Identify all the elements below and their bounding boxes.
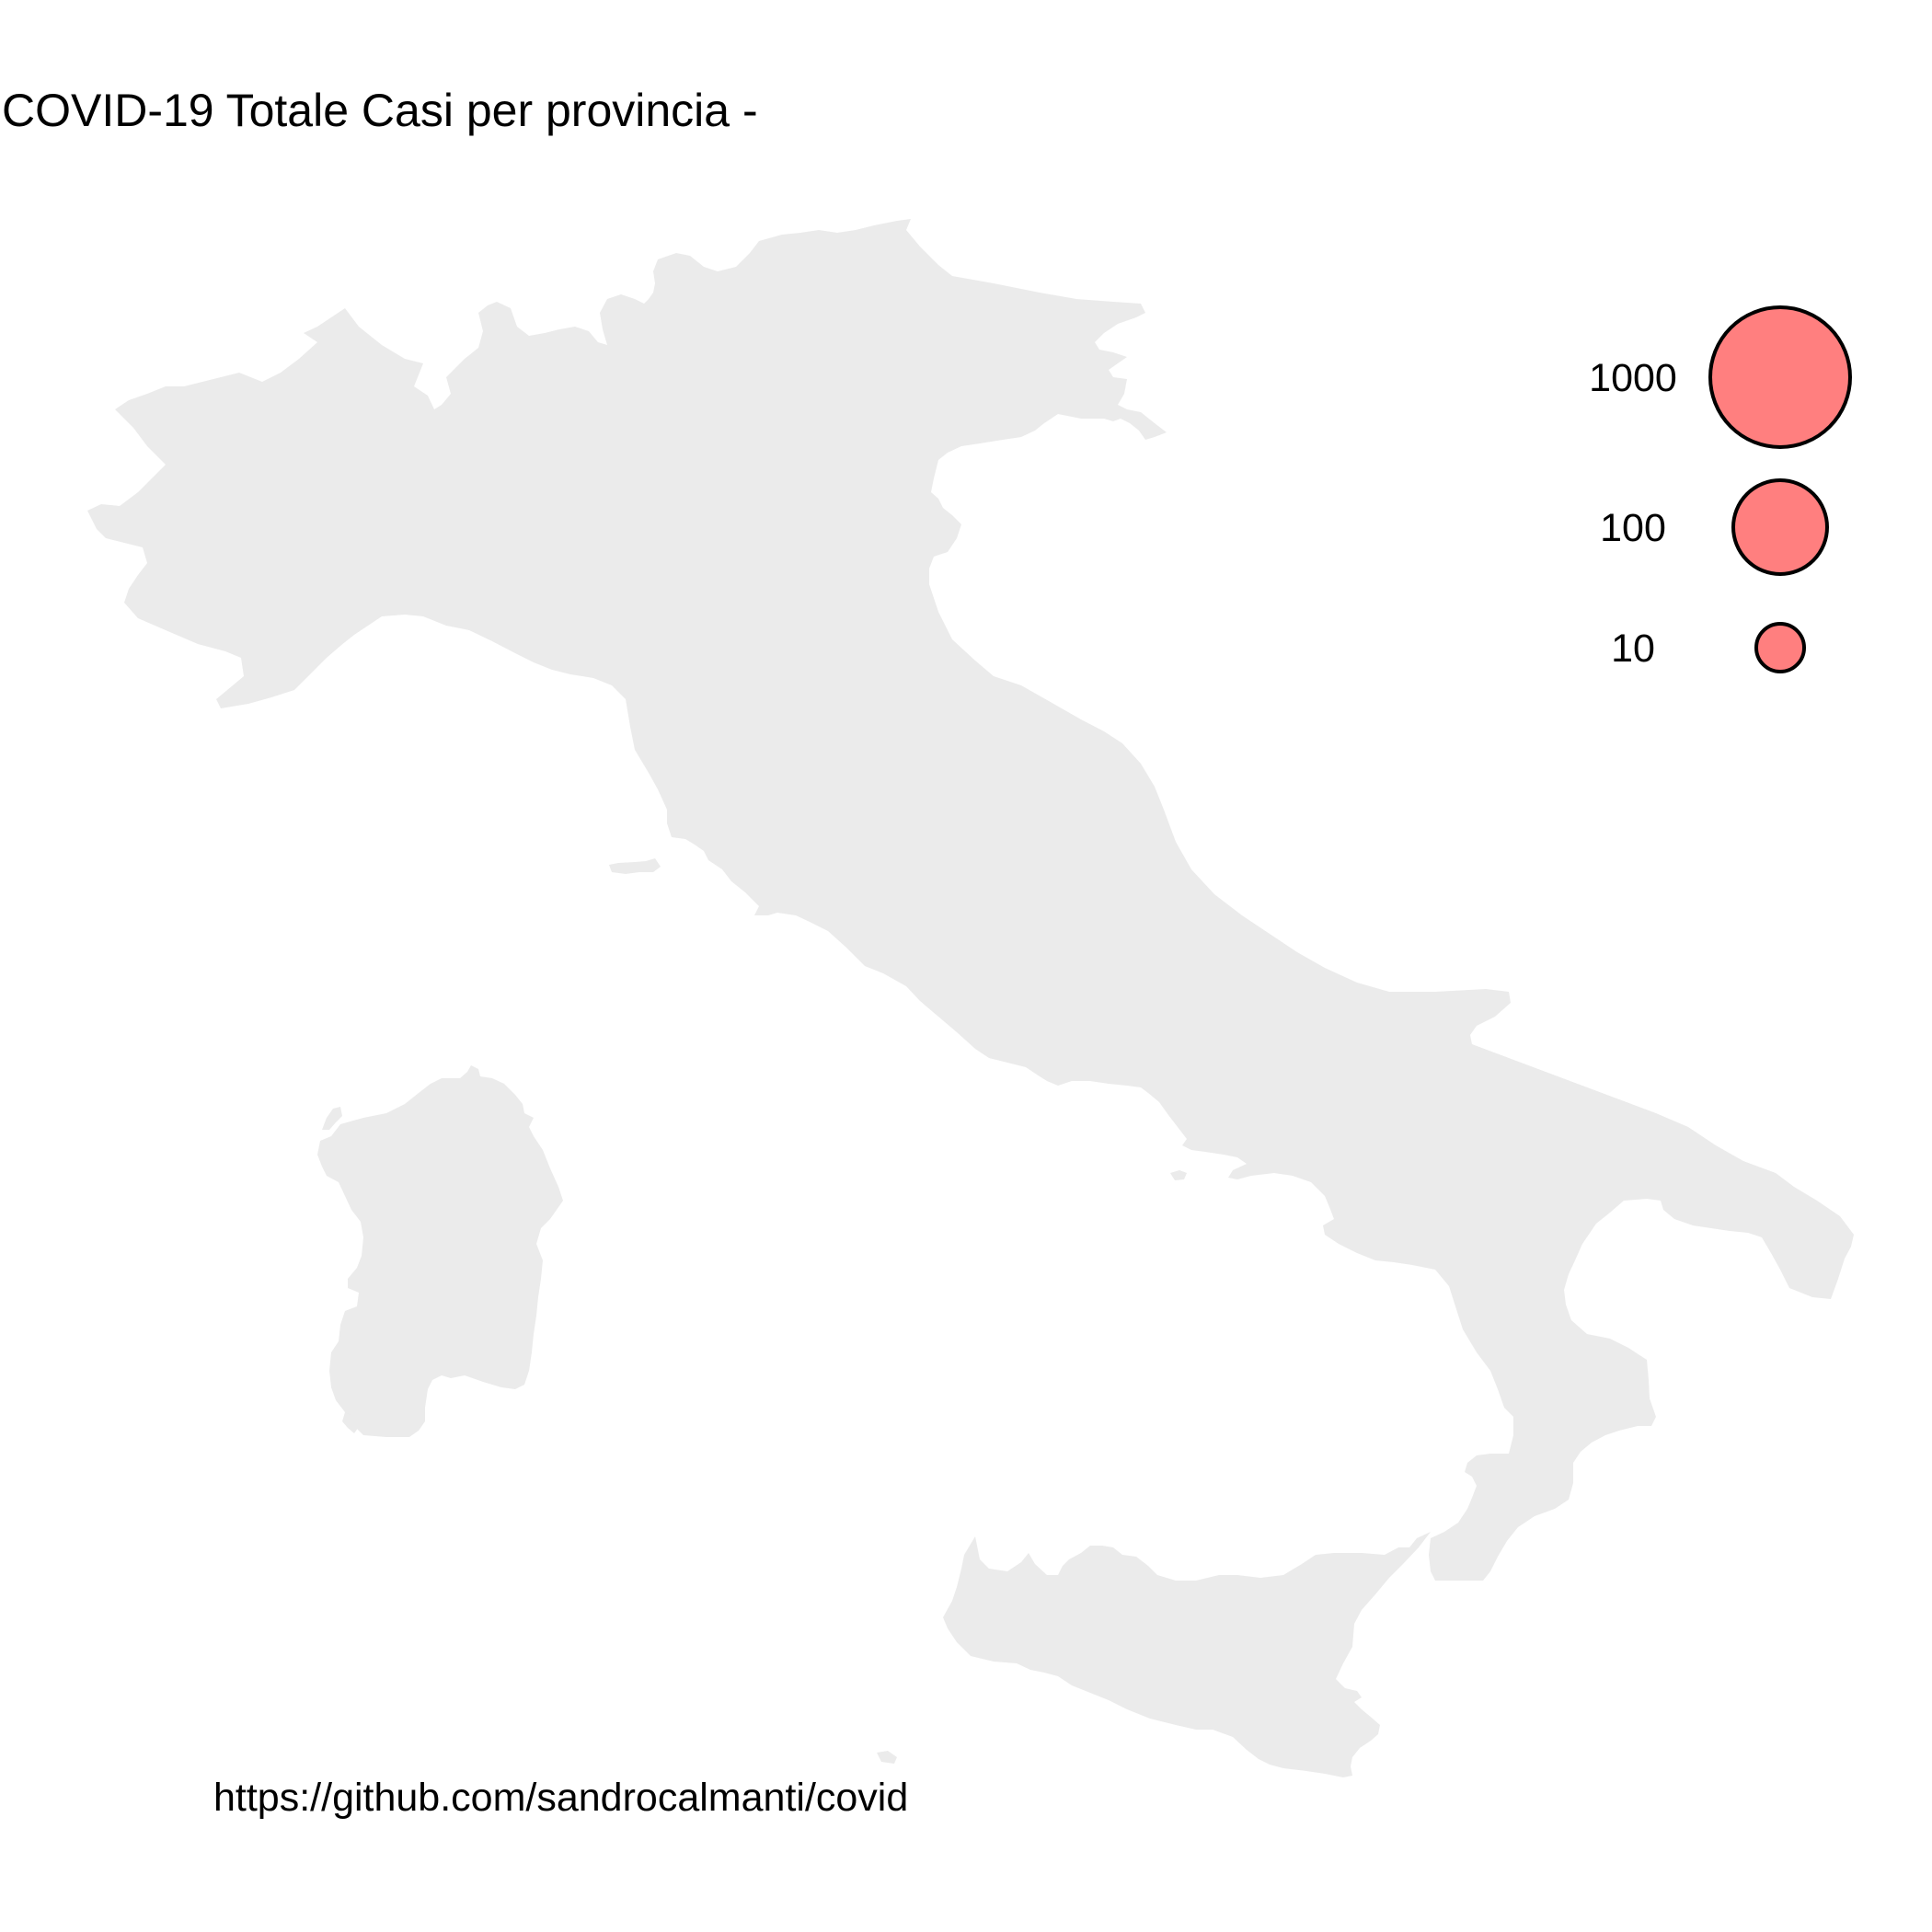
asinara (322, 1107, 342, 1130)
lampedusa (877, 1751, 897, 1764)
map-legend: 1000 100 10 (1589, 305, 1852, 673)
legend-label-1000: 1000 (1589, 356, 1677, 400)
legend-circle-100 (1731, 478, 1829, 576)
legend-circle-1000 (1708, 305, 1852, 449)
sicily (943, 1532, 1431, 1777)
legend-label-100: 100 (1600, 506, 1666, 550)
legend-circle-10 (1754, 622, 1806, 673)
sardinia (317, 1065, 563, 1437)
elba (609, 858, 661, 874)
source-caption: https://github.com/sandrocalmanti/covid (213, 1776, 908, 1820)
italy-land (87, 219, 1854, 1777)
ischia (1170, 1170, 1187, 1180)
sant-antioco (342, 1412, 361, 1433)
legend-label-10: 10 (1611, 627, 1655, 671)
map-title: COVID-19 Totale Casi per provincia - (2, 85, 758, 136)
mainland-italy (87, 219, 1854, 1581)
